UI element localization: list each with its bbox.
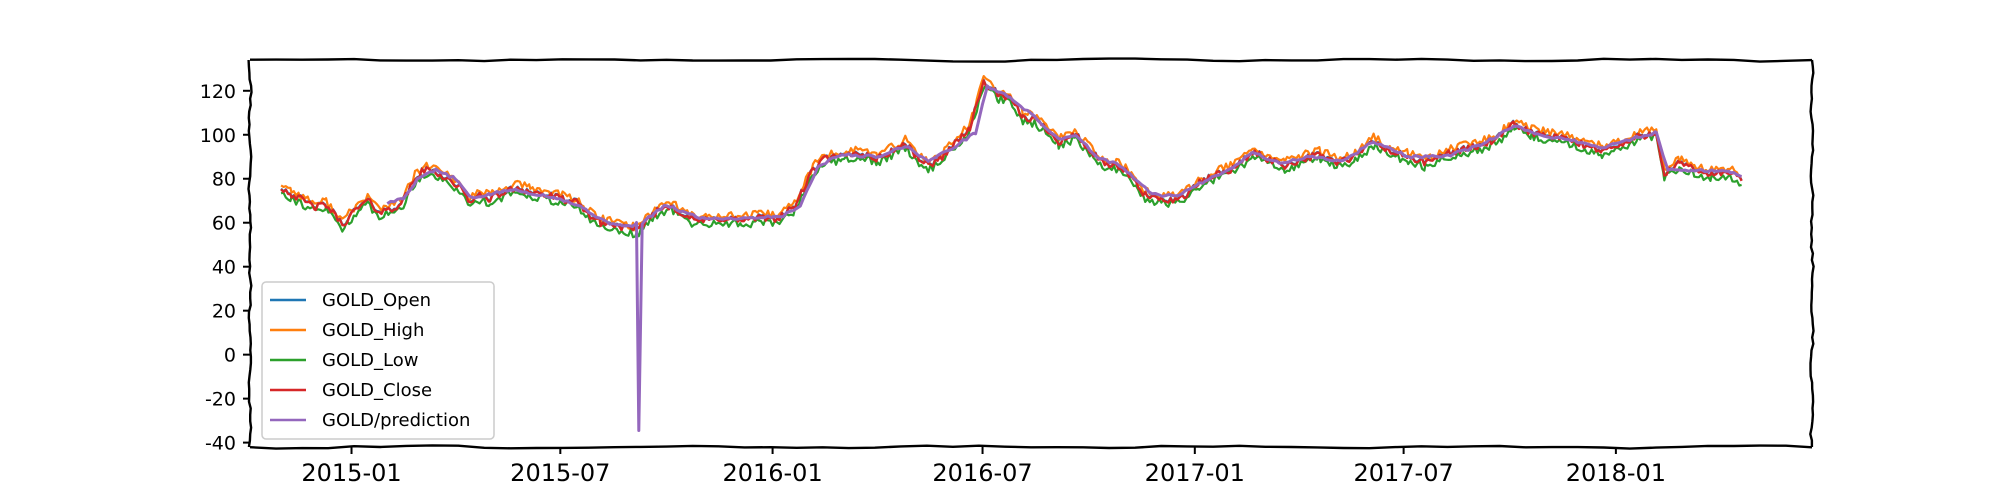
y-tick-label: 20 <box>212 301 236 323</box>
y-tick-label: -20 <box>205 389 236 411</box>
legend-label: GOLD_High <box>322 320 424 341</box>
axes-layer <box>247 57 1815 450</box>
x-tick-label: 2017-01 <box>1145 459 1245 487</box>
y-tick-label: 80 <box>212 169 236 191</box>
x-axis-line <box>249 444 1813 450</box>
x-tick-label: 2015-07 <box>510 459 610 487</box>
series-line-gold-prediction <box>386 84 1742 432</box>
legend-label: GOLD_Low <box>322 350 418 371</box>
y-axis-line <box>247 59 253 448</box>
legend-label: GOLD/prediction <box>322 410 470 431</box>
frame-right <box>1809 59 1815 447</box>
y-tick-label: 40 <box>212 257 236 279</box>
x-tick-label: 2015-01 <box>301 459 401 487</box>
y-tick-label: 120 <box>200 81 236 103</box>
series-line-gold-low <box>280 83 1742 239</box>
legend-label: GOLD_Close <box>322 380 432 401</box>
ticks-layer: 120 100 80 60 40 20 0 -20 -40 2015-01 2015-07 2016-… <box>200 81 1666 487</box>
x-tick-label: 2017-07 <box>1353 459 1453 487</box>
y-tick-label: 0 <box>224 345 236 367</box>
legend-box <box>261 281 495 440</box>
legend-label: GOLD_Open <box>322 290 431 311</box>
x-tick-label: 2016-07 <box>932 459 1032 487</box>
x-tick-label: 2018-01 <box>1566 459 1666 487</box>
frame-top <box>249 57 1813 63</box>
x-tick-label: 2016-01 <box>722 459 822 487</box>
y-tick-label: 60 <box>212 213 236 235</box>
y-tick-label: -40 <box>205 433 236 455</box>
legend: GOLD_Open GOLD_High GOLD_Low GOLD_Close GOLD… <box>261 281 495 440</box>
series-layer <box>280 75 1743 432</box>
y-tick-label: 100 <box>200 125 236 147</box>
